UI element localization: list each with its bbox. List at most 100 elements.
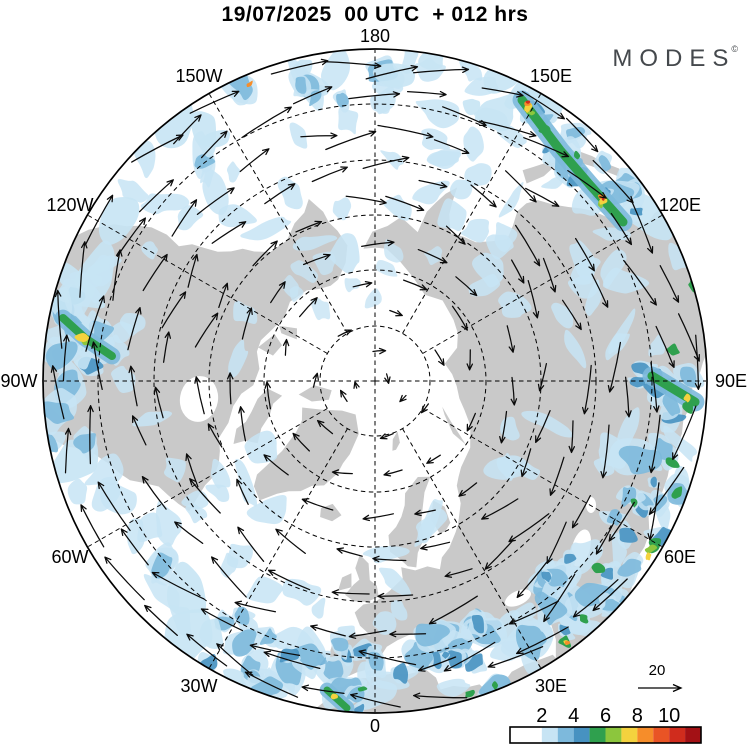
spread-blob xyxy=(282,578,322,606)
spread-blob xyxy=(199,618,224,649)
wind-arrow xyxy=(455,276,478,297)
spread-blob xyxy=(486,234,514,260)
wind-arrow xyxy=(50,365,65,420)
wind-arrow xyxy=(331,589,370,596)
wind-arrow xyxy=(466,412,477,432)
spread-blob xyxy=(534,591,568,626)
wind-arrow xyxy=(568,420,576,454)
wind-arrow xyxy=(510,376,518,406)
spread-blob xyxy=(226,161,241,183)
colorbar-segment xyxy=(669,727,686,743)
wind-arrow xyxy=(515,626,569,655)
wind-arrow xyxy=(200,608,244,632)
colorbar-segment xyxy=(557,727,574,743)
land-polygon xyxy=(392,431,400,451)
spread-spot xyxy=(665,343,680,356)
spread-blob xyxy=(496,452,519,481)
wind-arrow xyxy=(218,282,229,309)
spread-blob xyxy=(244,430,278,464)
wind-arrow xyxy=(630,198,654,254)
wind-arrow xyxy=(196,187,235,216)
modes-logo-text: MODES xyxy=(612,45,736,72)
wind-arrow xyxy=(542,257,557,293)
wind-arrow xyxy=(523,137,570,158)
wind-arrow xyxy=(470,184,497,208)
wind-arrow xyxy=(85,295,106,352)
wind-arrow xyxy=(608,501,635,542)
colorbar-segment xyxy=(589,727,606,743)
wind-arrow xyxy=(504,170,537,203)
wind-arrow xyxy=(316,419,334,435)
wind-arrow xyxy=(412,66,470,74)
wind-arrow xyxy=(535,409,551,444)
lon-label-60W: 60W xyxy=(51,547,88,567)
spread-blob xyxy=(463,126,484,162)
wind-arrow xyxy=(479,120,537,138)
colorbar-tick-label: 4 xyxy=(568,705,579,727)
wind-arrow xyxy=(189,90,240,114)
spread-spot xyxy=(591,562,606,574)
wind-arrow xyxy=(128,365,138,407)
wind-arrow xyxy=(174,521,204,545)
wind-arrow xyxy=(234,600,277,613)
spread-blob xyxy=(126,518,146,555)
spread-blob xyxy=(289,286,304,302)
spread-blob xyxy=(426,148,461,167)
lon-label-120E: 120E xyxy=(659,195,701,215)
wind-arrow xyxy=(624,376,632,418)
spread-spot xyxy=(644,544,658,554)
lon-label-120W: 120W xyxy=(46,195,93,215)
spread-blob xyxy=(45,341,78,371)
wind-arrow xyxy=(336,547,363,557)
wind-arrow xyxy=(264,183,296,205)
wind-arrow xyxy=(194,376,205,415)
colorbar-border xyxy=(509,726,702,744)
spread-blob xyxy=(668,242,695,271)
wind-arrow xyxy=(173,114,202,145)
wind-arrow xyxy=(444,568,473,578)
wind-arrow xyxy=(595,522,615,555)
spread-blob xyxy=(518,462,541,480)
spread-blob xyxy=(205,484,230,502)
wind-arrow xyxy=(310,624,346,637)
spread-blob xyxy=(375,260,398,277)
spread-blob xyxy=(449,179,473,200)
wind-arrow xyxy=(521,90,566,120)
wind-arrow xyxy=(525,187,560,207)
wind-arrow xyxy=(445,225,466,245)
spread-blob xyxy=(464,163,492,186)
wind-arrow xyxy=(263,454,289,476)
spread-blob xyxy=(210,458,231,489)
wind-arrow xyxy=(565,117,599,153)
wind-arrow xyxy=(226,372,234,405)
spread-blob xyxy=(415,99,460,129)
wind-arrow xyxy=(385,195,425,212)
spread-blob xyxy=(629,376,648,388)
wind-arrow xyxy=(377,124,434,139)
wind-arrow xyxy=(187,253,199,288)
wind-arrow xyxy=(361,239,395,248)
colorbar-segment xyxy=(510,727,542,743)
wind-arrow xyxy=(151,571,205,600)
wind-arrow xyxy=(362,513,394,522)
wind-arrow xyxy=(186,633,228,667)
spread-blob xyxy=(418,51,444,70)
land-polygon xyxy=(325,187,707,703)
wind-arrow xyxy=(91,341,103,391)
spread-blob xyxy=(190,111,216,158)
modes-logo: MODES© xyxy=(612,44,738,73)
spread-blob xyxy=(277,176,303,210)
spread-blob xyxy=(515,624,547,661)
spread-blob xyxy=(141,241,158,260)
modes-logo-copyright-mark: © xyxy=(731,44,738,54)
colorbar-tick-label: 8 xyxy=(632,705,643,727)
wind-arrow xyxy=(514,224,541,267)
meridian-line xyxy=(209,428,348,668)
wind-arrow xyxy=(659,265,680,303)
spread-blob xyxy=(218,204,257,228)
spread-spot xyxy=(491,681,498,690)
colorbar-segment xyxy=(637,727,654,743)
spread-blob xyxy=(617,558,642,577)
